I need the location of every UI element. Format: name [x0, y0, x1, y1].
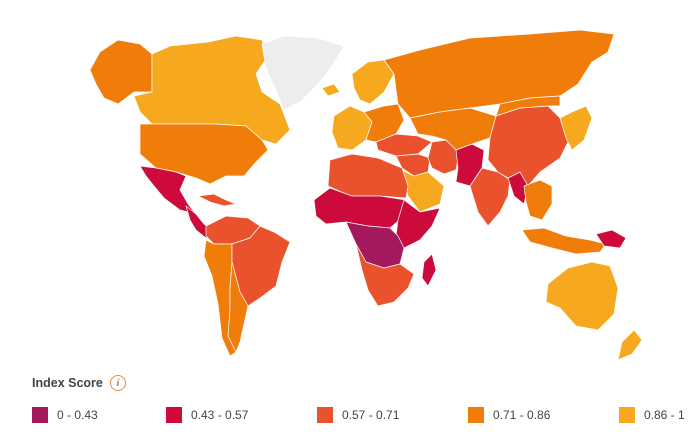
region-central-asia[interactable] [409, 107, 497, 151]
region-southern-africa[interactable] [355, 243, 415, 307]
region-horn-of-africa[interactable] [395, 199, 441, 249]
info-icon[interactable]: i [109, 375, 126, 391]
region-new-zealand[interactable] [617, 329, 643, 361]
legend-label-bin-1: 0.43 - 0.57 [191, 408, 249, 422]
legend-swatch-bin-1 [166, 407, 182, 423]
legend-item-bin-3[interactable]: 0.71 - 0.86 [468, 405, 550, 425]
legend-label-bin-4: 0.86 - 1 [644, 408, 685, 422]
legend-item-bin-2[interactable]: 0.57 - 0.71 [317, 405, 399, 425]
legend-item-bin-4[interactable]: 0.86 - 1 [619, 405, 685, 425]
region-indonesia[interactable] [521, 227, 607, 255]
legend-title: Index Score [32, 376, 103, 390]
region-australia[interactable] [545, 261, 619, 331]
legend-item-bin-1[interactable]: 0.43 - 0.57 [166, 405, 248, 425]
legend-item-bin-0[interactable]: 0 - 0.43 [32, 405, 98, 425]
legend-swatch-bin-0 [32, 407, 48, 423]
legend-label-bin-2: 0.57 - 0.71 [342, 408, 400, 422]
region-iceland[interactable] [321, 83, 341, 97]
region-india[interactable] [469, 167, 511, 227]
region-korea-japan[interactable] [559, 105, 593, 151]
region-sahel[interactable] [313, 187, 407, 229]
legend-swatch-bin-4 [619, 407, 635, 423]
world-map-svg [89, 29, 643, 361]
region-turkey-caucasus[interactable] [375, 133, 433, 157]
legend-label-bin-0: 0 - 0.43 [57, 408, 98, 422]
region-greenland[interactable] [261, 35, 345, 111]
legend-swatch-bin-2 [317, 407, 333, 423]
region-mongolia[interactable] [495, 95, 561, 117]
regions-layer [89, 29, 643, 361]
region-southeast-asia[interactable] [523, 179, 553, 221]
region-nordics[interactable] [351, 59, 395, 105]
legend: 0 - 0.43 0.43 - 0.57 0.57 - 0.71 0.71 - … [0, 405, 700, 425]
legend-swatch-bin-3 [468, 407, 484, 423]
region-southern-cone[interactable] [227, 261, 249, 353]
region-madagascar[interactable] [421, 253, 437, 287]
region-arabian-peninsula[interactable] [401, 169, 445, 213]
region-mexico[interactable] [139, 165, 197, 215]
legend-label-bin-3: 0.71 - 0.86 [493, 408, 551, 422]
region-papua-new-guinea[interactable] [595, 229, 627, 249]
region-caribbean[interactable] [197, 193, 237, 207]
region-alaska[interactable] [89, 39, 153, 105]
legend-header: Index Score i [32, 372, 126, 394]
region-canada[interactable] [133, 35, 291, 145]
world-map [89, 29, 643, 361]
